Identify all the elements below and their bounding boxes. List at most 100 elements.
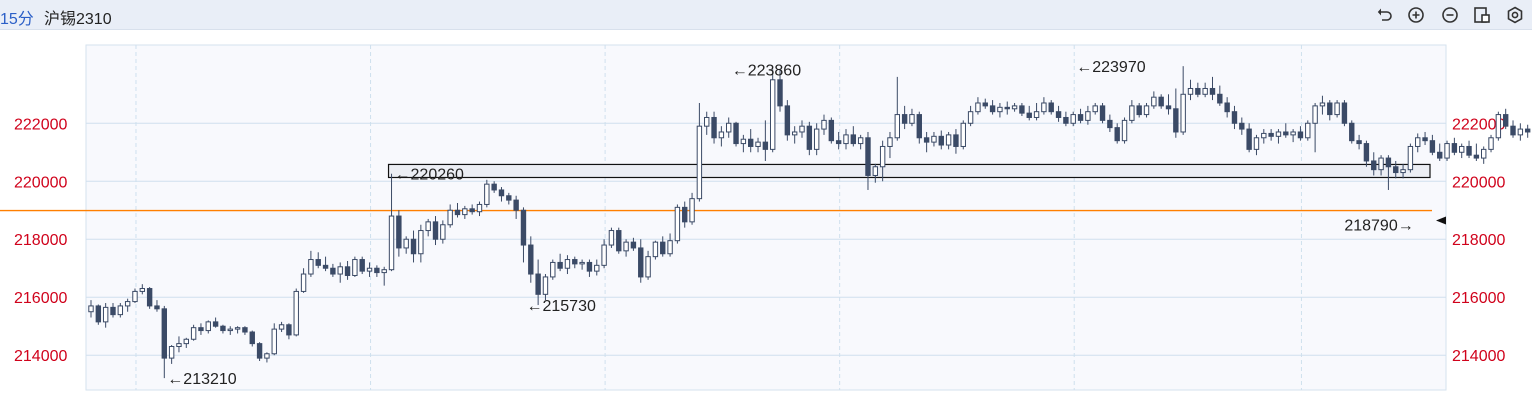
candle <box>711 111 717 144</box>
candle <box>704 111 710 135</box>
candle-body-down <box>784 105 791 136</box>
candle-body-down <box>1239 122 1245 130</box>
candle <box>1004 101 1010 115</box>
candle <box>1070 111 1076 127</box>
candle <box>300 268 307 293</box>
candle-body-down <box>95 305 102 323</box>
candle <box>528 236 534 283</box>
candle <box>989 100 996 115</box>
candle-body-up <box>718 131 725 139</box>
candle-body-down <box>491 183 497 191</box>
candle <box>1510 120 1516 138</box>
candle <box>110 303 116 318</box>
candle <box>586 259 593 277</box>
candle-body-up <box>168 346 175 359</box>
candle <box>696 102 703 202</box>
candle <box>645 250 651 280</box>
candle <box>498 187 505 202</box>
candle-body-up <box>740 138 747 145</box>
candle-body-up <box>1092 105 1098 113</box>
candle <box>608 227 615 248</box>
candle <box>1033 102 1040 121</box>
candle-body-up <box>1444 143 1450 159</box>
candle <box>176 336 182 353</box>
candle <box>901 105 908 130</box>
candle-body-down <box>1283 131 1289 136</box>
candle-body-down <box>1371 160 1377 171</box>
candle <box>322 256 329 272</box>
candle-body-down <box>1195 87 1201 95</box>
candle-body-up <box>403 238 409 249</box>
candle <box>1473 143 1480 161</box>
candle <box>366 262 373 277</box>
zoom-out-icon[interactable] <box>1441 6 1459 24</box>
candle <box>1407 143 1414 173</box>
candle <box>330 263 336 277</box>
candle-body-down <box>256 343 263 359</box>
candle-body-down <box>1422 137 1428 142</box>
candle-body-up <box>176 343 182 348</box>
candle-body-down <box>1297 131 1304 139</box>
candle <box>1085 105 1091 125</box>
candle-body-up <box>124 301 131 307</box>
candle-body-up <box>1180 93 1186 133</box>
period-selector[interactable]: 15分 <box>0 11 34 28</box>
y-tick-label-right: 214000 <box>1452 348 1505 365</box>
candle-body-down <box>535 273 541 295</box>
candle-body-down <box>616 230 622 252</box>
candle <box>1246 123 1252 153</box>
candle <box>616 227 622 254</box>
candle-body-down <box>1231 111 1238 124</box>
candle-body-down <box>498 189 505 197</box>
candle-body-up <box>1202 87 1208 95</box>
y-axis-left: 214000 216000 218000 220000 222000 <box>14 116 67 365</box>
candle-body-down <box>110 306 116 316</box>
candle <box>205 320 211 334</box>
candle-body-up <box>696 125 703 200</box>
settings-icon[interactable] <box>1506 6 1524 24</box>
candlestick-chart[interactable]: 214000 216000 218000 220000 222000 214000 216… <box>0 30 1532 402</box>
candle <box>835 131 842 150</box>
candle <box>1297 126 1304 141</box>
candle <box>1114 123 1120 144</box>
candle-body-down <box>286 324 292 336</box>
candle <box>630 237 637 251</box>
candle-body-down <box>1327 102 1333 116</box>
candle-body-down <box>762 141 769 150</box>
zoom-in-icon[interactable] <box>1407 6 1425 24</box>
candle-body-up <box>791 131 798 136</box>
candle-body-up <box>1143 105 1150 116</box>
undo-icon[interactable] <box>1376 6 1394 24</box>
candle <box>1165 94 1172 115</box>
candle-body-down <box>410 238 417 255</box>
candle-body-down <box>1393 166 1399 174</box>
candle-body-up <box>1400 169 1406 174</box>
candle <box>1099 102 1106 124</box>
candle-body-up <box>1121 119 1128 142</box>
candle <box>748 129 754 153</box>
grid <box>86 45 1446 390</box>
candle-body-down <box>249 331 255 345</box>
candle-body-up <box>278 324 285 330</box>
candle-body-up <box>271 328 277 355</box>
candle <box>1385 155 1392 190</box>
annotations: ←213210 ←220260 ←215730 ←223860 ←223970 21879… <box>167 59 1413 388</box>
candle-body-up <box>476 203 483 213</box>
candle-body-down <box>1224 102 1230 113</box>
candle-body-down <box>1363 143 1370 162</box>
layout-icon[interactable] <box>1473 6 1491 24</box>
candle <box>1400 163 1406 179</box>
candle <box>432 216 439 246</box>
candle-body-up <box>88 305 94 313</box>
candle-body-down <box>1173 108 1179 133</box>
candle-body-up <box>1517 128 1524 136</box>
candle <box>557 253 563 272</box>
candle <box>1239 117 1245 135</box>
candle <box>161 305 168 379</box>
chart-header: 15分 沪锡2310 <box>0 0 1532 30</box>
candle-body-down <box>1451 143 1458 153</box>
candle <box>352 256 358 277</box>
candle-body-up <box>205 321 211 332</box>
candle <box>1202 82 1208 98</box>
candle <box>220 324 226 334</box>
